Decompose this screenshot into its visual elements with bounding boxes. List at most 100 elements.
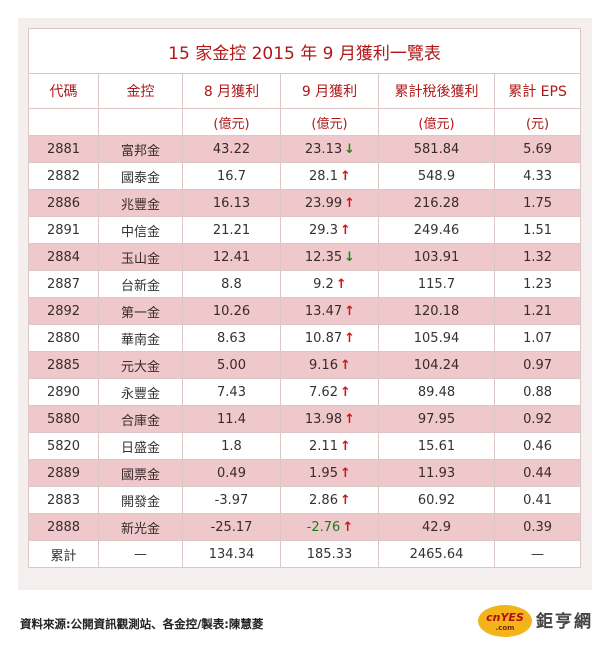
sep-value: 23.13 xyxy=(304,141,343,157)
cell-sep: 9.16 ↑ xyxy=(280,351,379,379)
table-row: 2880 華南金 8.63 10.87 ↑ 105.94 1.07 xyxy=(28,324,582,352)
sep-value: 2.11 xyxy=(309,438,338,454)
header-code: 代碼 xyxy=(28,73,99,109)
cell-eps: 0.39 xyxy=(493,513,582,541)
cell-aug: -25.17 xyxy=(182,513,281,541)
cell-eps: 0.46 xyxy=(493,432,582,460)
cell-code: 2887 xyxy=(28,270,99,298)
cell-eps: 1.32 xyxy=(493,243,582,271)
cell-name: 第一金 xyxy=(98,297,183,325)
cell-name: 國泰金 xyxy=(98,162,183,190)
cell-eps: 0.97 xyxy=(493,351,582,379)
cell-cum: 216.28 xyxy=(378,189,495,217)
table-row: 2886 兆豐金 16.13 23.99 ↑ 216.28 1.75 xyxy=(28,189,582,217)
arrow-up-icon: ↑ xyxy=(344,303,356,319)
cell-eps: 1.75 xyxy=(493,189,582,217)
total-aug: 134.34 xyxy=(182,540,281,568)
arrow-up-icon: ↑ xyxy=(339,492,351,508)
arrow-up-icon: ↑ xyxy=(339,357,351,373)
arrow-up-icon: ↑ xyxy=(344,411,356,427)
profit-table: 15 家金控 2015 年 9 月獲利一覽表 代碼 金控 8 月獲利 9 月獲利… xyxy=(27,28,582,568)
cell-aug: -3.97 xyxy=(182,486,281,514)
cell-code: 2882 xyxy=(28,162,99,190)
table-row: 2884 玉山金 12.41 12.35 ↓ 103.91 1.32 xyxy=(28,243,582,271)
cell-code: 2890 xyxy=(28,378,99,406)
arrow-up-icon: ↑ xyxy=(344,195,356,211)
sep-value: 7.62 xyxy=(309,384,338,400)
cell-sep: 2.86 ↑ xyxy=(280,486,379,514)
cell-cum: 42.9 xyxy=(378,513,495,541)
cell-cum: 104.24 xyxy=(378,351,495,379)
cell-code: 2880 xyxy=(28,324,99,352)
total-cum: 2465.64 xyxy=(378,540,495,568)
cell-sep: 9.2 ↑ xyxy=(280,270,379,298)
sep-value: 13.98 xyxy=(304,411,343,427)
cell-aug: 21.21 xyxy=(182,216,281,244)
header-name: 金控 xyxy=(98,73,183,109)
table-row: 2882 國泰金 16.7 28.1 ↑ 548.9 4.33 xyxy=(28,162,582,190)
table-row: 2891 中信金 21.21 29.3 ↑ 249.46 1.51 xyxy=(28,216,582,244)
total-name: — xyxy=(98,540,183,568)
cell-name: 新光金 xyxy=(98,513,183,541)
cell-sep: 12.35 ↓ xyxy=(280,243,379,271)
cell-cum: 11.93 xyxy=(378,459,495,487)
arrow-up-icon: ↑ xyxy=(339,384,351,400)
cell-name: 國票金 xyxy=(98,459,183,487)
header-eps: 累計 EPS xyxy=(493,73,582,109)
table-row: 2888 新光金 -25.17 -2.76 ↑ 42.9 0.39 xyxy=(28,513,582,541)
total-sep: 185.33 xyxy=(280,540,379,568)
cell-eps: 1.07 xyxy=(493,324,582,352)
cell-eps: 1.51 xyxy=(493,216,582,244)
cell-name: 日盛金 xyxy=(98,432,183,460)
arrow-down-icon: ↓ xyxy=(344,249,356,265)
cell-sep: 10.87 ↑ xyxy=(280,324,379,352)
cell-cum: 249.46 xyxy=(378,216,495,244)
cell-eps: 0.44 xyxy=(493,459,582,487)
cell-aug: 10.26 xyxy=(182,297,281,325)
cell-code: 2886 xyxy=(28,189,99,217)
sep-value: 12.35 xyxy=(304,249,343,265)
table-row: 2883 開發金 -3.97 2.86 ↑ 60.92 0.41 xyxy=(28,486,582,514)
unit-cum: (億元) xyxy=(378,108,495,136)
cell-code: 5820 xyxy=(28,432,99,460)
cell-code: 2888 xyxy=(28,513,99,541)
cell-sep: 2.11 ↑ xyxy=(280,432,379,460)
cell-name: 開發金 xyxy=(98,486,183,514)
cell-aug: 16.7 xyxy=(182,162,281,190)
logo-badge-sub: .com xyxy=(495,624,515,632)
cell-eps: 1.23 xyxy=(493,270,582,298)
cell-code: 5880 xyxy=(28,405,99,433)
arrow-up-icon: ↑ xyxy=(335,276,347,292)
cell-aug: 0.49 xyxy=(182,459,281,487)
cell-aug: 12.41 xyxy=(182,243,281,271)
sep-value: 28.1 xyxy=(309,168,338,184)
logo-badge-text: cnYES xyxy=(486,611,524,624)
cell-eps: 0.92 xyxy=(493,405,582,433)
unit-row: (億元) (億元) (億元) (元) xyxy=(28,108,582,136)
table-row: 2885 元大金 5.00 9.16 ↑ 104.24 0.97 xyxy=(28,351,582,379)
table-row: 2892 第一金 10.26 13.47 ↑ 120.18 1.21 xyxy=(28,297,582,325)
cell-code: 2891 xyxy=(28,216,99,244)
unit-name xyxy=(98,108,183,136)
logo-text: 鉅亨網 xyxy=(536,612,593,632)
table-row: 5880 合庫金 11.4 13.98 ↑ 97.95 0.92 xyxy=(28,405,582,433)
cell-aug: 5.00 xyxy=(182,351,281,379)
sep-value: 9.2 xyxy=(313,276,334,292)
cell-code: 2885 xyxy=(28,351,99,379)
cell-aug: 7.43 xyxy=(182,378,281,406)
total-label: 累計 xyxy=(28,540,99,568)
arrow-up-icon: ↑ xyxy=(339,222,351,238)
sep-value: 1.95 xyxy=(309,465,338,481)
header-cum: 累計稅後獲利 xyxy=(378,73,495,109)
cell-name: 永豐金 xyxy=(98,378,183,406)
cell-eps: 0.41 xyxy=(493,486,582,514)
arrow-down-icon: ↓ xyxy=(344,141,356,157)
cell-aug: 16.13 xyxy=(182,189,281,217)
cell-cum: 15.61 xyxy=(378,432,495,460)
cell-name: 兆豐金 xyxy=(98,189,183,217)
arrow-up-icon: ↑ xyxy=(342,519,354,535)
cell-sep: 13.47 ↑ xyxy=(280,297,379,325)
unit-sep: (億元) xyxy=(280,108,379,136)
total-eps: — xyxy=(493,540,582,568)
arrow-up-icon: ↑ xyxy=(339,465,351,481)
